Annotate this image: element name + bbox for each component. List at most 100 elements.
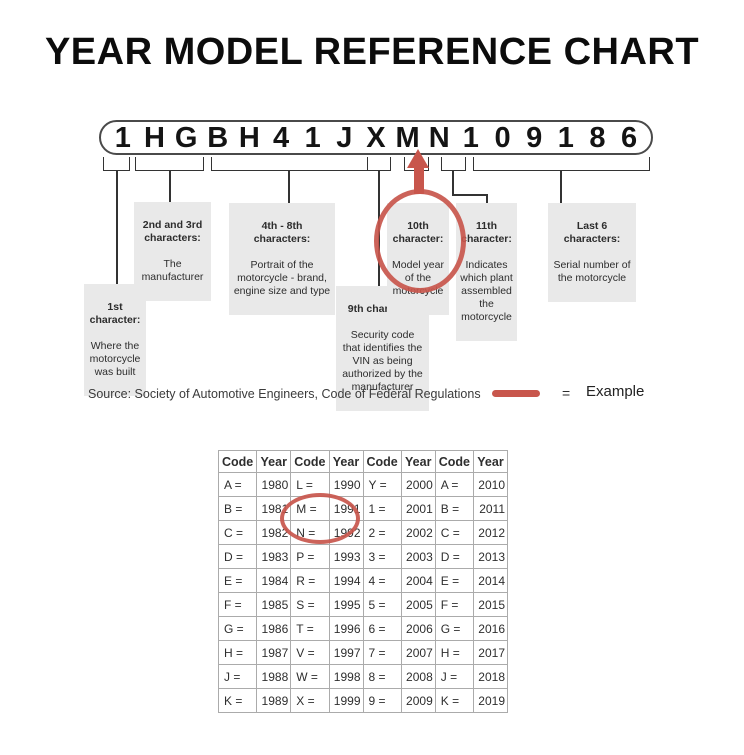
- code-cell: 1 =: [362, 496, 402, 521]
- code-cell: A =: [434, 472, 475, 497]
- code-cell: 8 =: [362, 664, 402, 689]
- year-cell: 2014: [473, 568, 508, 593]
- column-header: Code: [290, 450, 330, 473]
- vin-character: H: [143, 121, 165, 154]
- connector-line-11th-down: [452, 171, 454, 195]
- callout-heading: 11th character:: [461, 220, 512, 245]
- vin-character: B: [207, 121, 229, 154]
- code-cell: 6 =: [362, 616, 402, 641]
- callout-body: The manufacturer: [141, 258, 204, 283]
- bracket-last-6-characters: [473, 157, 650, 171]
- code-cell: G =: [434, 616, 475, 641]
- connector-line-1st: [116, 171, 118, 284]
- vin-character: 9: [526, 121, 543, 154]
- vin-character: 1: [462, 121, 479, 154]
- year-cell: 1985: [256, 592, 292, 617]
- code-cell: 7 =: [362, 640, 402, 665]
- year-cell: 1986: [256, 616, 292, 641]
- code-cell: K =: [217, 688, 258, 713]
- year-table-body: A = 1980 L = 1990 Y = 2000 A = 2010 B = 1981 M = 19…: [217, 472, 508, 713]
- code-cell: D =: [217, 544, 258, 569]
- callout-heading: 2nd and 3rd characters:: [142, 219, 203, 244]
- highlight-circle-10th-character: [374, 189, 466, 293]
- year-table-head: Code Year Code Year Code Year Code Year: [217, 450, 508, 473]
- connector-line-2nd-3rd: [169, 171, 171, 202]
- code-cell: B =: [217, 496, 258, 521]
- connector-elbow-11th: [452, 194, 488, 196]
- table-row: G = 1986 T = 1996 6 = 2006 G = 2016: [217, 616, 508, 641]
- year-cell: 2012: [473, 520, 508, 545]
- vin-character: X: [366, 121, 386, 154]
- year-cell: 1997: [328, 640, 364, 665]
- callout-body: Where the motorcycle was built: [89, 340, 141, 378]
- legend-example-label: Example: [586, 383, 645, 400]
- year-cell: 2009: [400, 688, 436, 713]
- callout-11th-character: 11th character: Indicates which plant as…: [456, 203, 517, 341]
- code-cell: E =: [217, 568, 258, 593]
- year-cell: 2018: [473, 664, 508, 689]
- year-cell: 2001: [400, 496, 436, 521]
- year-cell: 2002: [400, 520, 436, 545]
- year-cell: 2013: [473, 544, 508, 569]
- callout-heading: Last 6 characters:: [563, 220, 621, 245]
- year-code-table: Code Year Code Year Code Year Code Year A = 1980…: [217, 450, 508, 713]
- year-cell: 2006: [400, 616, 436, 641]
- year-cell: 2007: [400, 640, 436, 665]
- vin-character: 0: [494, 121, 511, 154]
- callout-body: Indicates which plant assembled the moto…: [460, 259, 513, 323]
- vin-character: H: [238, 121, 260, 154]
- year-cell: 1980: [256, 472, 292, 497]
- year-cell: 2015: [473, 592, 508, 617]
- year-cell: 1993: [328, 544, 364, 569]
- code-cell: H =: [434, 640, 475, 665]
- vin-character: J: [336, 121, 353, 154]
- code-cell: C =: [434, 520, 475, 545]
- table-row: K = 1989 X = 1999 9 = 2009 K = 2019: [217, 688, 508, 713]
- table-row: E = 1984 R = 1994 4 = 2004 E = 2014: [217, 568, 508, 593]
- code-cell: 4 =: [362, 568, 402, 593]
- example-red-line-icon: [492, 390, 540, 397]
- code-cell: 3 =: [362, 544, 402, 569]
- connector-line-4th-8th: [288, 171, 290, 203]
- vin-character: 4: [272, 121, 290, 154]
- vin-character: 1: [304, 121, 321, 154]
- year-cell: 1999: [328, 688, 364, 713]
- code-cell: E =: [434, 568, 475, 593]
- bracket-9th-character: [367, 157, 391, 171]
- table-row: B = 1981 M = 1991 1 = 2001 B = 2011: [217, 496, 508, 521]
- table-row: J = 1988 W = 1998 8 = 2008 J = 2018: [217, 664, 508, 689]
- code-cell: 2 =: [362, 520, 402, 545]
- column-header: Year: [400, 450, 436, 473]
- column-header: Year: [328, 450, 364, 473]
- vin-character: M: [395, 121, 420, 154]
- arrow-up-shaft: [414, 166, 424, 194]
- callout-body: Portrait of the motorcycle - brand, engi…: [233, 259, 331, 297]
- code-cell: T =: [290, 616, 330, 641]
- vin-character: 6: [621, 121, 638, 154]
- code-cell: A =: [217, 472, 258, 497]
- vin-character: 1: [557, 121, 574, 154]
- code-cell: W =: [290, 664, 330, 689]
- code-cell: K =: [434, 688, 475, 713]
- year-cell: 2017: [473, 640, 508, 665]
- year-cell: 1996: [328, 616, 364, 641]
- year-cell: 2008: [400, 664, 436, 689]
- connector-line-11th-into-box: [486, 195, 488, 203]
- code-cell: J =: [434, 664, 475, 689]
- table-row: C = 1982 N = 1992 2 = 2002 C = 2012: [217, 520, 508, 545]
- connector-line-last-6: [560, 171, 562, 203]
- year-cell: 1987: [256, 640, 292, 665]
- bracket-11th-character: [441, 157, 466, 171]
- year-table-header-row: Code Year Code Year Code Year Code Year: [217, 450, 508, 473]
- code-cell: R =: [290, 568, 330, 593]
- column-header: Code: [362, 450, 402, 473]
- code-cell: X =: [290, 688, 330, 713]
- year-cell: 2016: [473, 616, 508, 641]
- column-header: Code: [217, 450, 258, 473]
- year-cell: 1984: [256, 568, 292, 593]
- code-cell: F =: [434, 592, 475, 617]
- callout-1st-character: 1st character: Where the motorcycle was …: [84, 284, 146, 396]
- bracket-2nd-3rd-characters: [135, 157, 204, 171]
